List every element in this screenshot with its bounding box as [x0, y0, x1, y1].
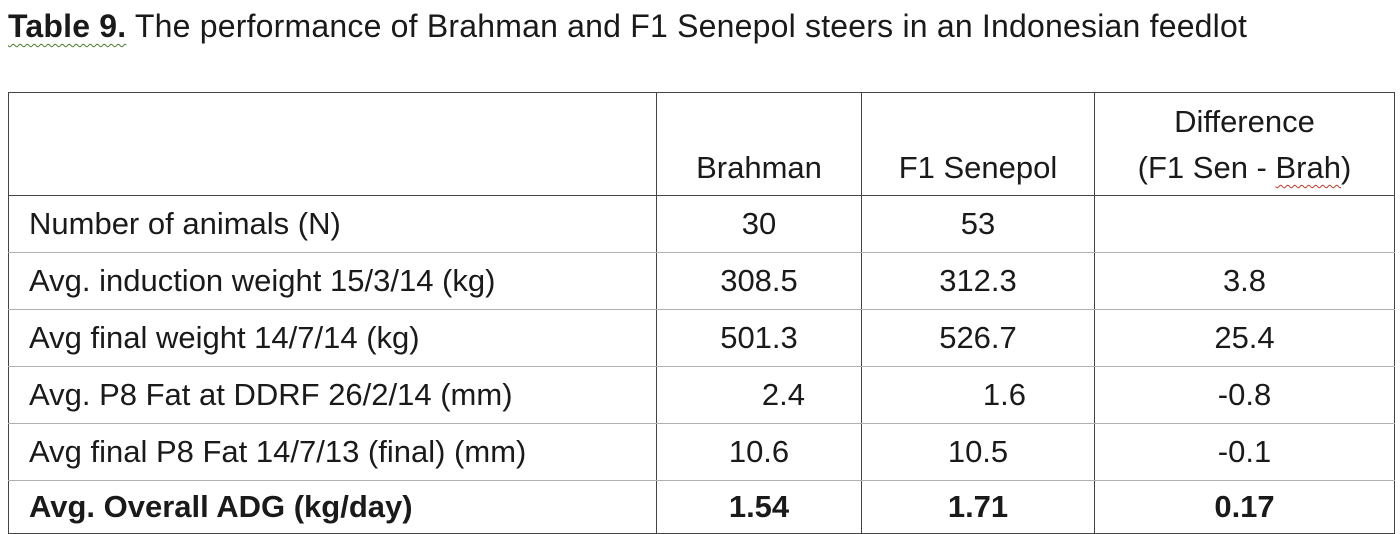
cell-senepol: 1.6 [861, 366, 1095, 424]
cell-difference: 3.8 [1094, 252, 1395, 310]
performance-table: Brahman F1 Senepol Difference (F1 Sen - … [8, 92, 1395, 534]
cell-difference: 25.4 [1094, 309, 1395, 367]
table-row: Avg. induction weight 15/3/14 (kg) 308.5… [8, 252, 1395, 310]
cell-senepol: 1.71 [861, 480, 1095, 534]
row-label: Avg. Overall ADG (kg/day) [8, 480, 657, 534]
table-row-total: Avg. Overall ADG (kg/day) 1.54 1.71 0.17 [8, 480, 1395, 534]
header-empty-cell [8, 92, 657, 196]
cell-senepol: 526.7 [861, 309, 1095, 367]
header-difference-word: Brah [1275, 150, 1341, 185]
cell-senepol: 312.3 [861, 252, 1095, 310]
table-caption: Table 9. The performance of Brahman and … [8, 4, 1247, 48]
caption-label: Table 9. [8, 8, 127, 44]
caption-text: The performance of Brahman and F1 Senepo… [126, 8, 1248, 44]
cell-brahman: 2.4 [656, 366, 862, 424]
row-label: Avg final weight 14/7/14 (kg) [8, 309, 657, 367]
cell-difference: -0.1 [1094, 423, 1395, 481]
table-row: Number of animals (N) 30 53 [8, 195, 1395, 253]
cell-difference: -0.8 [1094, 366, 1395, 424]
header-difference-prefix: (F1 Sen - [1137, 150, 1276, 185]
cell-brahman: 501.3 [656, 309, 862, 367]
header-difference: Difference (F1 Sen - Brah) [1094, 92, 1395, 196]
header-difference-suffix: ) [1340, 150, 1352, 185]
row-label: Number of animals (N) [8, 195, 657, 253]
cell-senepol: 10.5 [861, 423, 1095, 481]
header-difference-line2: (F1 Sen - Brah) [1096, 145, 1394, 191]
table-row: Avg final weight 14/7/14 (kg) 501.3 526.… [8, 309, 1395, 367]
row-label: Avg. induction weight 15/3/14 (kg) [8, 252, 657, 310]
cell-difference [1094, 195, 1395, 253]
header-senepol: F1 Senepol [861, 92, 1095, 196]
cell-difference: 0.17 [1094, 480, 1395, 534]
table-row: Avg. P8 Fat at DDRF 26/2/14 (mm) 2.4 1.6… [8, 366, 1395, 424]
cell-senepol: 53 [861, 195, 1095, 253]
cell-brahman: 10.6 [656, 423, 862, 481]
table-row: Avg final P8 Fat 14/7/13 (final) (mm) 10… [8, 423, 1395, 481]
header-brahman: Brahman [656, 92, 862, 196]
row-label: Avg final P8 Fat 14/7/13 (final) (mm) [8, 423, 657, 481]
header-difference-line1: Difference [1174, 104, 1315, 139]
header-row: Brahman F1 Senepol Difference (F1 Sen - … [8, 92, 1395, 196]
row-label: Avg. P8 Fat at DDRF 26/2/14 (mm) [8, 366, 657, 424]
cell-brahman: 30 [656, 195, 862, 253]
cell-brahman: 1.54 [656, 480, 862, 534]
cell-brahman: 308.5 [656, 252, 862, 310]
